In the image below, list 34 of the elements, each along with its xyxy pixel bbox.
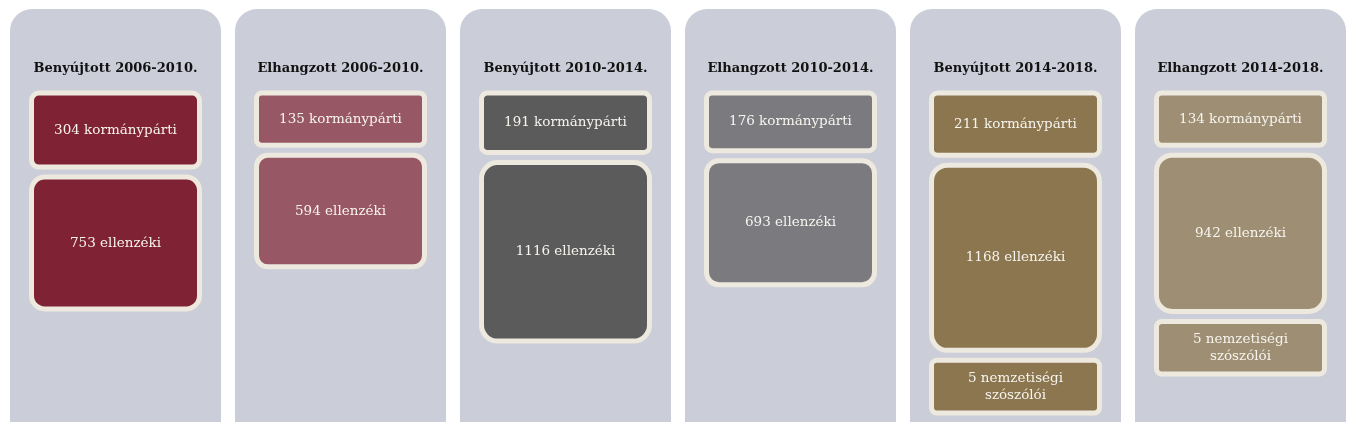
- data-label: 594: [295, 201, 321, 218]
- data-label: 191: [504, 113, 530, 130]
- category-label: ellenzéki: [1225, 223, 1287, 240]
- category-label: kormánypárti: [534, 113, 628, 130]
- category-label: nemzetiségi szószólói: [980, 368, 1064, 402]
- category-label: ellenzéki: [554, 242, 616, 259]
- data-label: 135: [279, 109, 305, 126]
- category-label: kormánypárti: [1209, 109, 1303, 126]
- text: Elhangzott 2014-2018.: [1157, 60, 1324, 76]
- category-label: kormánypárti: [309, 109, 403, 126]
- text: Elhangzott 2010-2014.: [707, 60, 874, 76]
- category-label: ellenzéki: [325, 201, 387, 218]
- data-label: 1116: [515, 242, 551, 259]
- text: Benyújtott 2010-2014.: [483, 60, 648, 76]
- category-label: kormánypárti: [759, 112, 853, 129]
- data-label: 211: [954, 114, 980, 131]
- data-label: 5: [967, 368, 977, 385]
- text: Elhangzott 2006-2010.: [257, 60, 424, 76]
- category-label: nemzetiségi szószólói: [1205, 329, 1289, 363]
- category-label: kormánypárti: [984, 114, 1078, 131]
- data-label: 1168: [965, 248, 1001, 265]
- data-label: 753: [70, 233, 96, 250]
- category-label: kormánypárti: [84, 120, 178, 137]
- text: Benyújtott 2006-2010.: [33, 60, 198, 76]
- category-label: ellenzéki: [100, 233, 162, 250]
- category-label: ellenzéki: [1004, 248, 1066, 265]
- text: Benyújtott 2014-2018.: [933, 60, 1098, 76]
- data-label: 942: [1195, 223, 1221, 240]
- data-label: 693: [745, 213, 771, 230]
- data-label: 176: [729, 112, 755, 129]
- data-label: 304: [54, 120, 80, 137]
- data-label: 5: [1192, 329, 1202, 346]
- category-label: ellenzéki: [775, 213, 837, 230]
- data-label: 134: [1179, 109, 1205, 126]
